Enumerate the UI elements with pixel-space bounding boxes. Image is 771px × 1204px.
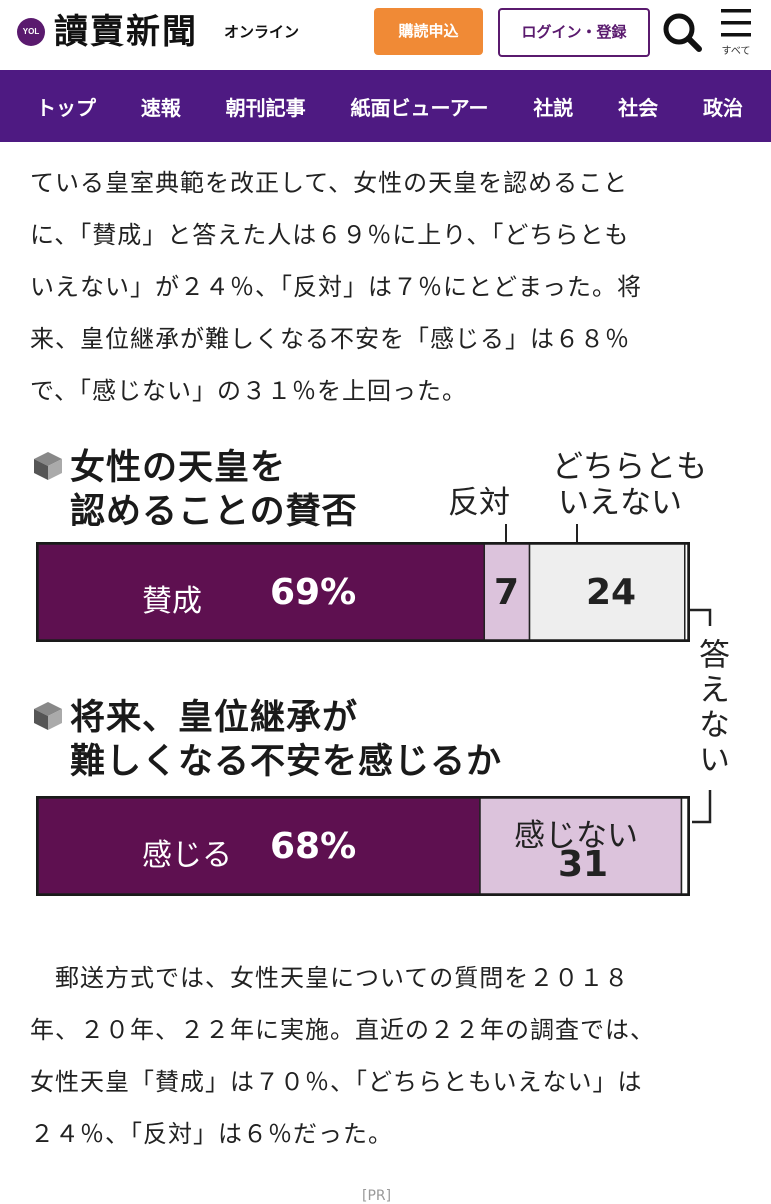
bar2-label-kanjiru: 感じる: [142, 838, 232, 873]
text-line: に、「賛成」と答えた人は６９％に上り、「どちらとも: [30, 221, 630, 249]
nav-item-viewer[interactable]: 紙面ビューアー: [350, 95, 489, 120]
site-logo[interactable]: 讀賣新聞: [54, 12, 198, 52]
login-button[interactable]: ログイン・登録: [498, 8, 650, 57]
nav-item-politics[interactable]: 政治: [702, 95, 743, 120]
article-paragraph-1: ている皇室典範を改正して、女性の天皇を認めること に、「賛成」と答えた人は６９％…: [30, 157, 742, 417]
text-line: ている皇室典範を改正して、女性の天皇を認めること: [30, 169, 629, 197]
ad-label: [PR]: [362, 1188, 392, 1204]
text-line: 女性天皇「賛成」は７０％、「どちらともいえない」は: [30, 1068, 643, 1096]
bar1-value-sansei: 69%: [270, 572, 357, 613]
subscribe-button[interactable]: 購読申込: [374, 8, 483, 55]
cube-icon: [34, 452, 62, 480]
chart1-title-line1: 女性の天皇を: [70, 448, 287, 488]
poll-chart: 女性の天皇を 認めることの賛否 反対 どちらとも いえない 賛成 69% 7 2…: [24, 430, 744, 910]
text-line: 郵送方式では、女性天皇についての質問を２０１８: [30, 964, 630, 992]
bar2-value-kanjiru: 68%: [270, 826, 357, 867]
nav-item-society[interactable]: 社会: [618, 95, 659, 120]
cube-icon: [34, 702, 62, 730]
bar1-label-sansei: 賛成: [142, 584, 202, 619]
text-line: 来、皇位継承が難しくなる不安を「感じる」は６８％: [30, 325, 630, 353]
bar2-segment-1: [479, 797, 683, 895]
bar2-value-kanjinai: 31: [558, 844, 609, 885]
text-line: ２４％、「反対」は６％だった。: [30, 1120, 393, 1148]
menu-label: すべて: [721, 46, 751, 57]
nav-item-breaking[interactable]: 速報: [140, 95, 181, 120]
bar2-frame: [36, 796, 690, 896]
bar1-frame: [36, 542, 690, 642]
bar1-value-hantai: 7: [494, 572, 520, 613]
logo-subtitle: オンライン: [224, 23, 300, 41]
nav-item-editorial[interactable]: 社説: [533, 95, 574, 120]
callout-hantai: 反対: [448, 485, 510, 521]
article-paragraph-2: 郵送方式では、女性天皇についての質問を２０１８ 年、２０年、２２年に実施。直近の…: [30, 952, 742, 1160]
kotaenai-char: 答えない: [693, 638, 729, 778]
text-line: で、「感じない」の３１％を上回った。: [30, 377, 468, 405]
chart1-title-line2: 認めることの賛否: [70, 492, 358, 532]
bar2-segment-2: [680, 797, 689, 895]
search-icon[interactable]: [660, 10, 704, 54]
text-line: いえない」が２４％、「反対」は７％にとどまった。将: [30, 273, 643, 301]
bar2-segment-0: [37, 797, 481, 895]
callout-dochira-line1: どちらとも: [552, 449, 707, 485]
bar2-label-kanjinai: 感じない: [514, 818, 638, 854]
text-line: 年、２０年、２２年に実施。直近の２２年の調査では、: [30, 1016, 655, 1044]
bar-chart-1: [36, 542, 690, 642]
nav-item-top[interactable]: トップ: [36, 95, 96, 120]
logo-badge[interactable]: YOL: [17, 18, 45, 46]
menu-icon[interactable]: [717, 6, 755, 56]
site-header: YOL 讀賣新聞 オンライン 購読申込 ログイン・登録 すべて: [0, 0, 771, 70]
chart2-title-line1: 将来、皇位継承が: [70, 698, 359, 738]
bar1-value-dochira: 24: [586, 572, 637, 613]
chart2-title-line2: 難しくなる不安を感じるか: [70, 742, 503, 782]
main-nav: トップ 速報 朝刊記事 紙面ビューアー 社説 社会 政治: [0, 70, 771, 142]
bar1-segment-0: [37, 543, 486, 641]
callout-dochira-line2: いえない: [558, 485, 682, 521]
nav-item-morning[interactable]: 朝刊記事: [225, 95, 306, 120]
callout-kotaenai: 答えない: [693, 638, 729, 778]
bar-chart-2: [36, 796, 690, 896]
